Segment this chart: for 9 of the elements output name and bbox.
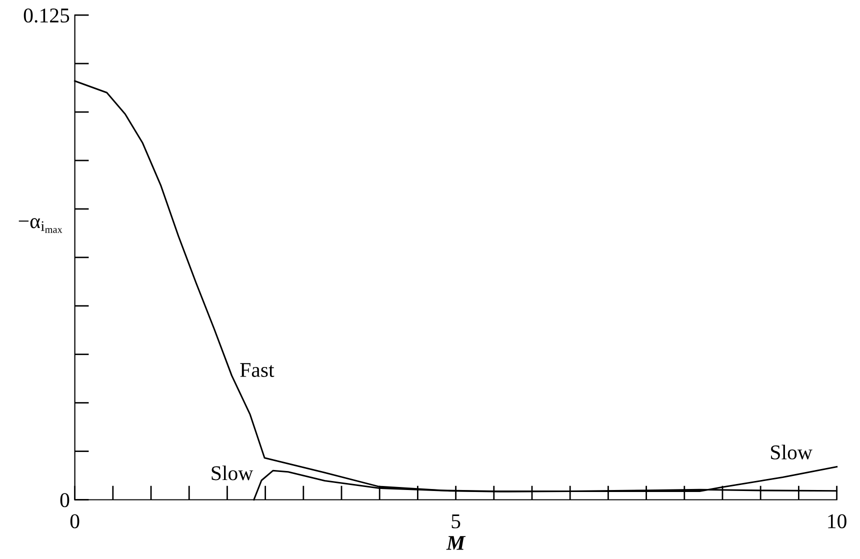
x-axis-title: M [446,536,466,550]
y-tick-label: 0.125 [24,8,70,23]
x-tick-label: 10 [828,514,846,528]
y-axis-title: −α$_{imax}$ [18,218,62,233]
annotation: Fast [240,363,274,378]
x-tick-label: 5 [452,514,460,528]
x-tick-label: 0 [70,514,80,528]
annotation: Slow [212,466,254,480]
annotation: Slow [771,444,812,460]
